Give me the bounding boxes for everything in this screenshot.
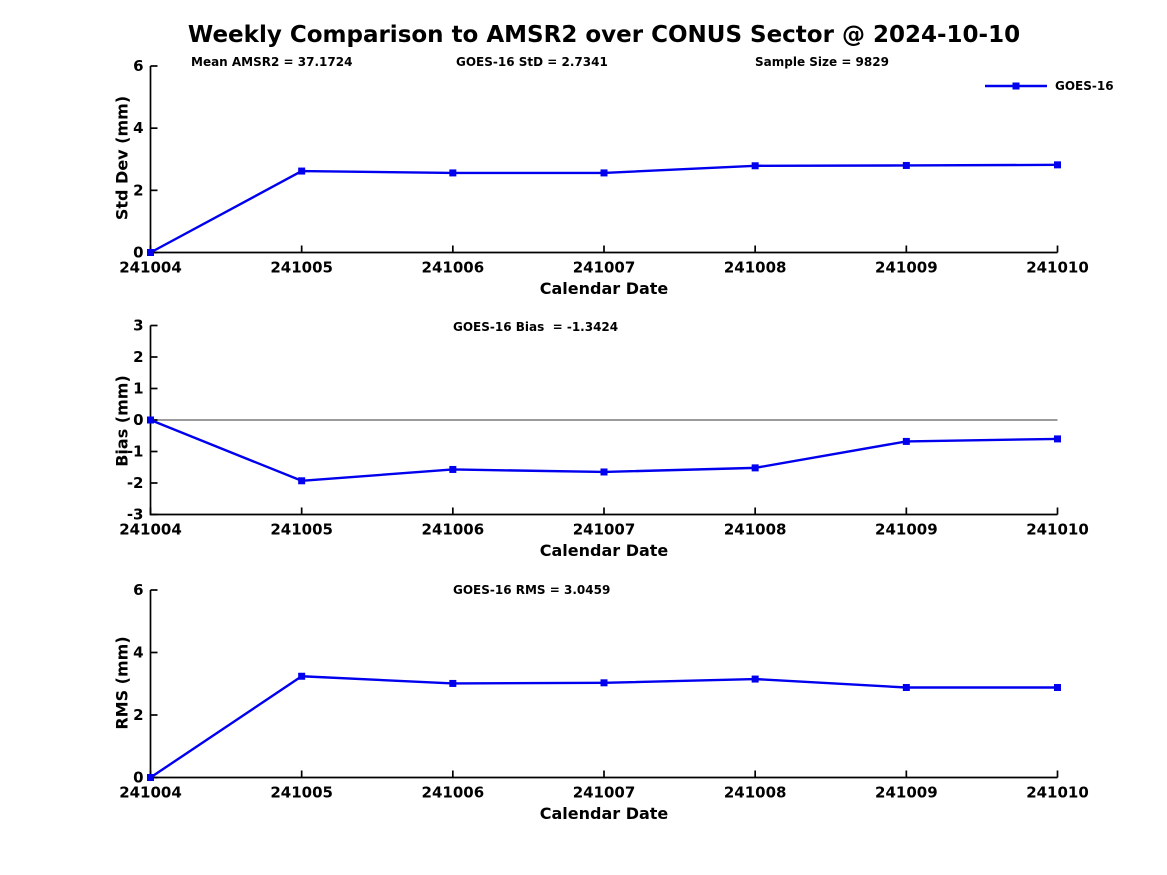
bias-xtick-label: 241005 xyxy=(270,521,333,539)
bias-xtick-label: 241010 xyxy=(1026,521,1089,539)
stddev-data-marker xyxy=(751,162,759,170)
annotation-mean-amsr2: Mean AMSR2 = 37.1724 xyxy=(191,55,353,69)
rms-data-marker xyxy=(600,679,608,687)
stddev-data-marker xyxy=(600,169,608,177)
bias-xtick-label: 241007 xyxy=(573,521,636,539)
stddev-ytick-label: 4 xyxy=(133,119,143,137)
legend-line-icon xyxy=(985,82,1047,90)
bias-xtick-label: 241004 xyxy=(119,521,182,539)
legend: GOES-16 xyxy=(983,78,1114,94)
stddev-data-line xyxy=(149,163,1058,254)
bias-xtick-label: 241009 xyxy=(875,521,938,539)
bias-data-marker xyxy=(751,464,759,472)
rms-ytick-label: 0 xyxy=(133,769,143,787)
stddev-data-marker xyxy=(298,167,306,175)
bias-ytick-label: -2 xyxy=(127,474,144,492)
stddev-data-marker xyxy=(1054,161,1061,169)
annotation-goes16-bias: GOES-16 Bias = -1.3424 xyxy=(453,320,619,334)
bias-data-marker xyxy=(600,468,608,476)
bias-data-marker xyxy=(1054,435,1061,443)
rms-xtick-label: 241008 xyxy=(724,784,787,802)
rms-data-marker xyxy=(298,672,306,680)
stddev-data-marker xyxy=(449,169,457,177)
stddev-xtick-label: 241005 xyxy=(270,259,333,277)
bias-ylabel: Bias (mm) xyxy=(112,375,132,467)
stddev-xtick-label: 241007 xyxy=(573,259,636,277)
annotation-sample-size: Sample Size = 9829 xyxy=(755,55,889,69)
stddev-axes xyxy=(149,66,1058,254)
bias-ytick-label: 3 xyxy=(133,317,143,335)
bias-data-marker xyxy=(449,465,457,473)
bias-subplot: -3 -2 -1 0 1 2 3 241004 241005 241006 241007 241008… xyxy=(119,317,1089,539)
rms-xtick-label: 241006 xyxy=(422,784,485,802)
bias-ytick-label: 0 xyxy=(133,411,143,429)
bias-xtick-label: 241006 xyxy=(422,521,485,539)
stddev-xtick-label: 241004 xyxy=(119,259,182,277)
stddev-xtick-label: 241008 xyxy=(724,259,787,277)
annotation-goes16-std: GOES-16 StD = 2.7341 xyxy=(456,55,608,69)
bias-xlabel: Calendar Date xyxy=(539,541,669,560)
bias-data-marker xyxy=(147,416,154,424)
bias-xtick-label: 241008 xyxy=(724,521,787,539)
bias-data-marker xyxy=(298,477,306,485)
bias-data-marker xyxy=(902,437,910,445)
rms-xtick-label: 241005 xyxy=(270,784,333,802)
rms-data-marker xyxy=(449,679,457,687)
rms-data-marker xyxy=(147,774,154,781)
rms-data-marker xyxy=(902,684,910,691)
stddev-ytick-label: 6 xyxy=(133,57,143,75)
rms-data-marker xyxy=(751,675,759,683)
rms-ylabel: RMS (mm) xyxy=(112,636,132,730)
bias-ytick-label: -1 xyxy=(127,443,144,461)
rms-data-marker xyxy=(1054,684,1061,691)
stddev-ytick-label: 0 xyxy=(133,244,143,262)
bias-ytick-label: 2 xyxy=(133,348,143,366)
bias-ytick-label: -3 xyxy=(127,506,144,524)
annotation-goes16-rms: GOES-16 RMS = 3.0459 xyxy=(453,583,611,597)
rms-xtick-label: 241004 xyxy=(119,784,182,802)
rms-xtick-label: 241010 xyxy=(1026,784,1089,802)
stddev-xtick-label: 241010 xyxy=(1026,259,1089,277)
rms-xtick-label: 241007 xyxy=(573,784,636,802)
stddev-data-marker xyxy=(902,161,910,169)
rms-ytick-label: 2 xyxy=(133,706,143,724)
stddev-ylabel: Std Dev (mm) xyxy=(112,95,132,221)
rms-data-line xyxy=(149,675,1058,779)
rms-xtick-label: 241009 xyxy=(875,784,938,802)
stddev-ytick-label: 2 xyxy=(133,181,143,199)
stddev-subplot: 0 2 4 6 241004 241005 241006 241007 241008 241009… xyxy=(119,57,1089,277)
figure-title: Weekly Comparison to AMSR2 over CONUS Se… xyxy=(187,22,1021,48)
stddev-data-marker xyxy=(147,249,154,256)
rms-ytick-label: 6 xyxy=(133,581,143,599)
legend-label: GOES-16 xyxy=(1055,79,1114,93)
bias-ytick-label: 1 xyxy=(133,380,143,398)
rms-ytick-label: 4 xyxy=(133,644,143,662)
stddev-xlabel: Calendar Date xyxy=(539,279,669,298)
rms-subplot: 0 2 4 6 241004 241005 241006 241007 241008 241009… xyxy=(119,581,1089,802)
stddev-xtick-label: 241006 xyxy=(422,259,485,277)
stddev-xtick-label: 241009 xyxy=(875,259,938,277)
rms-xlabel: Calendar Date xyxy=(539,804,669,823)
